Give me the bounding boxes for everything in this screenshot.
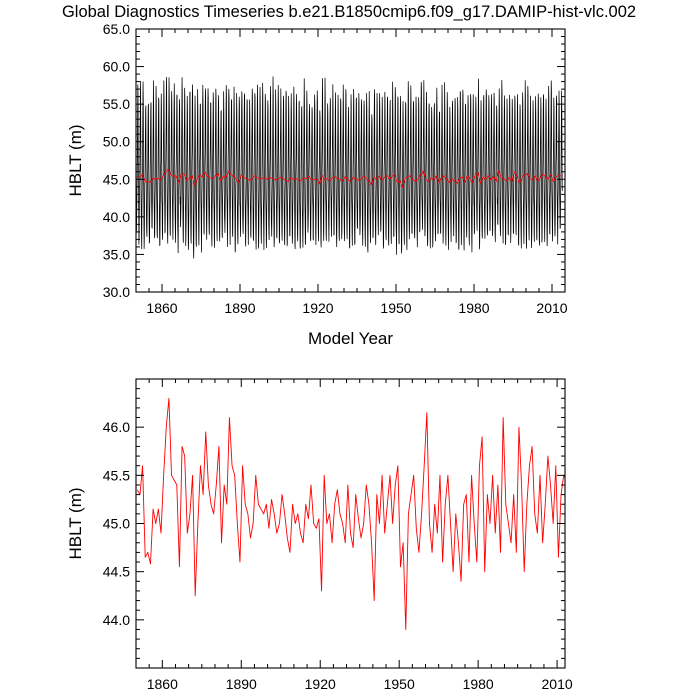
bottom-panel-y-tick-label: 45.0	[103, 516, 130, 532]
bottom-panel-series-annual-mean-line	[136, 397, 565, 630]
top-panel-y-tick-label: 55.0	[103, 96, 130, 112]
top-panel-x-tick-label: 1890	[224, 300, 255, 316]
top-panel-y-tick-label: 35.0	[103, 246, 130, 262]
bottom-panel-x-tick-label: 1920	[305, 676, 336, 692]
bottom-panel-x-tick-label: 1980	[463, 676, 494, 692]
bottom-panel-x-tick-label: 1890	[226, 676, 257, 692]
figure-title: Global Diagnostics Timeseries b.e21.B185…	[62, 3, 636, 21]
top-panel-x-tick-label: 2010	[536, 300, 567, 316]
bottom-panel: 1860 1890 1920 1950 1980 2010 44.0 44.5 45.0 45.5…	[66, 378, 573, 692]
top-panel-x-axis-title: Model Year	[308, 329, 393, 348]
top-panel-x-tick-label: 1920	[302, 300, 333, 316]
top-panel-y-tick-label: 40.0	[103, 209, 130, 225]
bottom-panel-y-tick-label: 45.5	[103, 467, 130, 483]
bottom-panel-y-tick-label: 44.0	[103, 612, 130, 628]
top-panel-series-monthly-line	[136, 76, 563, 259]
top-panel-y-tick-label: 30.0	[103, 284, 130, 300]
bottom-panel-y-tick-label: 44.5	[103, 564, 130, 580]
top-panel-y-tick-label: 65.0	[103, 21, 130, 37]
top-panel-x-tick-label: 1860	[146, 300, 177, 316]
bottom-panel-y-tick-label: 46.0	[103, 419, 130, 435]
top-panel-x-tick-label: 1950	[380, 300, 411, 316]
top-panel: 1860 1890 1920 1950 1980 2010 30.0 35.0 40.0 45.0…	[66, 21, 568, 348]
bottom-panel-x-tick-label: 2010	[542, 676, 573, 692]
top-panel-y-axis-title: HBLT (m)	[66, 124, 85, 196]
top-panel-y-tick-label: 50.0	[103, 134, 130, 150]
bottom-panel-y-axis-title: HBLT (m)	[66, 487, 85, 559]
top-panel-x-tick-label: 1980	[458, 300, 489, 316]
top-panel-frame	[135, 28, 566, 293]
top-panel-series-annual-mean-line	[137, 169, 562, 188]
top-panel-y-tick-label: 60.0	[103, 59, 130, 75]
bottom-panel-x-tick-label: 1950	[384, 676, 415, 692]
top-panel-y-tick-label: 45.0	[103, 171, 130, 187]
bottom-panel-x-tick-label: 1860	[147, 676, 178, 692]
